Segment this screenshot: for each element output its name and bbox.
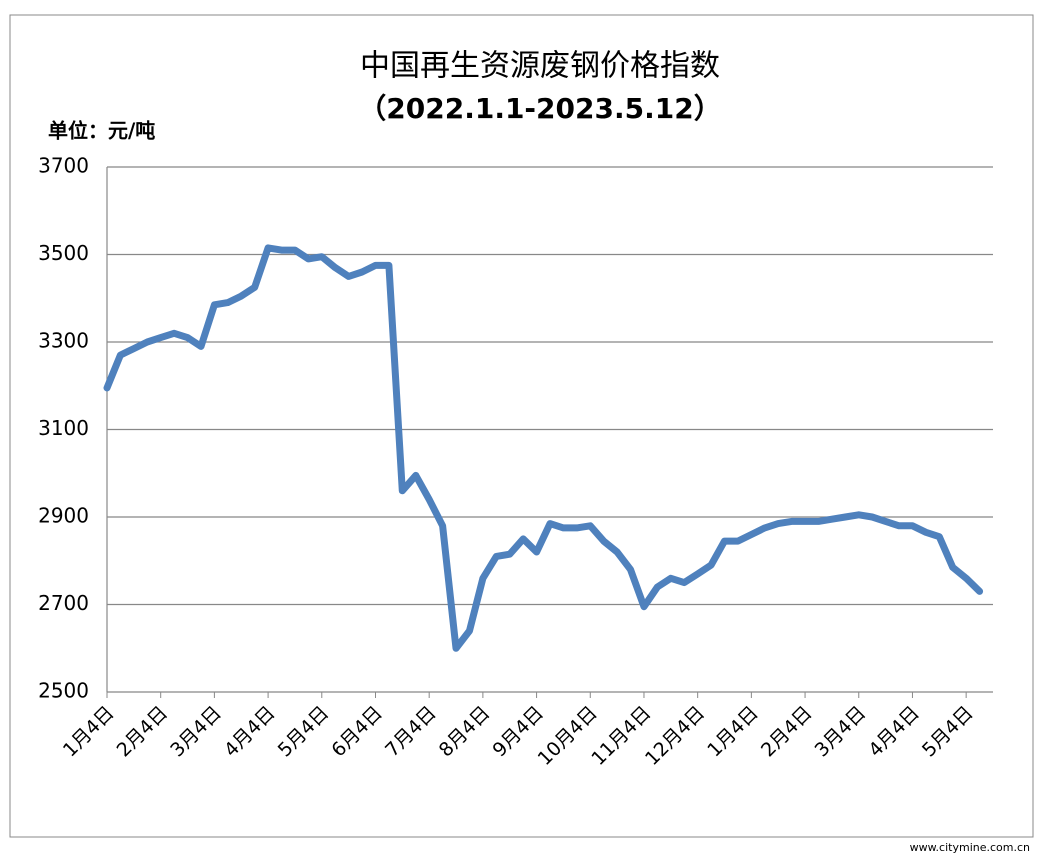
y-tick-label: 3700 [38, 154, 89, 178]
y-tick-label: 3500 [38, 241, 89, 265]
y-tick-label: 3100 [38, 416, 89, 440]
x-tick-label: 3月4日 [166, 702, 226, 762]
x-tick-label: 7月4日 [381, 702, 441, 762]
chart-subtitle: （2022.1.1-2023.5.12） [358, 92, 721, 125]
x-tick-label: 5月4日 [274, 702, 334, 762]
y-tick-label: 2500 [38, 679, 89, 703]
y-tick-label: 2900 [38, 504, 89, 528]
watermark: www.citymine.com.cn [910, 841, 1030, 854]
x-tick-label: 4月4日 [864, 702, 924, 762]
x-tick-label: 4月4日 [220, 702, 280, 762]
x-tick-label: 5月4日 [918, 702, 978, 762]
y-axis-label: 单位：元/吨 [48, 119, 155, 143]
x-tick-label: 2月4日 [757, 702, 817, 762]
y-tick-label: 3300 [38, 329, 89, 353]
x-tick-label: 8月4日 [435, 702, 495, 762]
x-tick-label: 1月4日 [59, 702, 119, 762]
chart-title: 中国再生资源废钢价格指数 [360, 49, 720, 84]
x-tick-label: 2月4日 [113, 702, 173, 762]
data-line [103, 244, 984, 652]
x-tick-label: 12月4日 [641, 702, 709, 770]
y-tick-label: 2700 [38, 591, 89, 615]
x-tick-label: 1月4日 [703, 702, 763, 762]
x-tick-label: 6月4日 [327, 702, 387, 762]
x-tick-label: 3月4日 [811, 702, 871, 762]
chart-border [9, 14, 1034, 838]
